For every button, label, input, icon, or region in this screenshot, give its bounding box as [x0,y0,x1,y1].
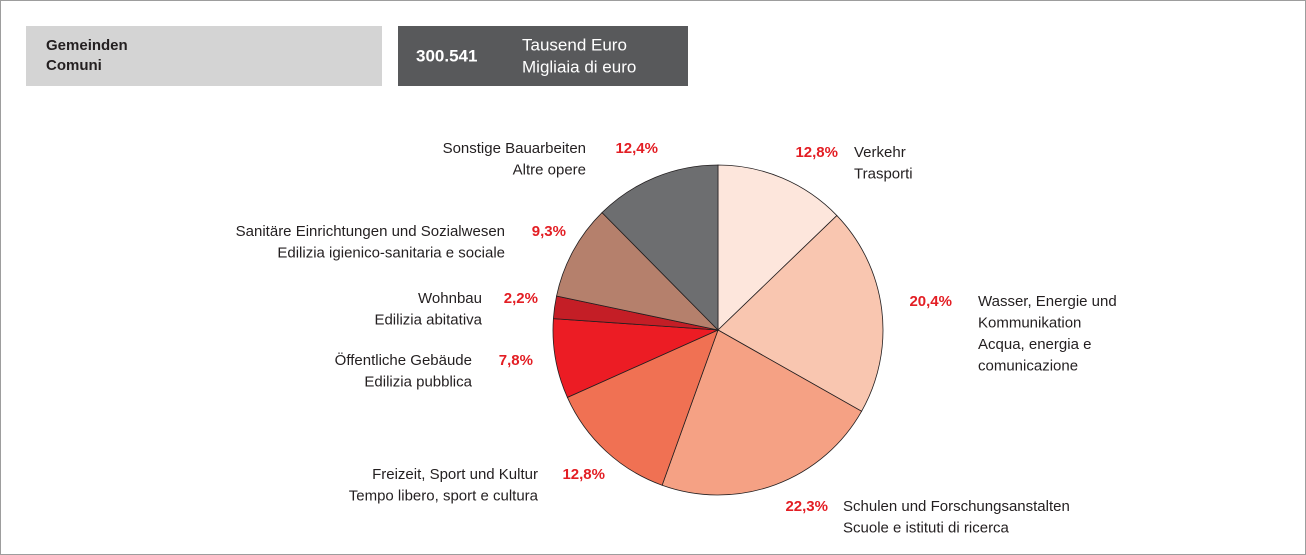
slice-label: Tempo libero, sport e cultura [349,487,539,504]
slice-label: Edilizia igienico-sanitaria e sociale [277,244,505,261]
slice-label: Sonstige Bauarbeiten [443,140,586,157]
pie-slice [556,212,720,331]
slice-percent: 22,3% [785,498,828,515]
pie-slice [661,329,863,496]
slice-percent: 7,8% [499,352,533,369]
slice-label: Wohnbau [418,290,482,307]
slice-label: Sanitäre Einrichtungen und Sozialwesen [236,223,505,240]
slice-percent: 2,2% [504,290,538,307]
total-box [398,26,688,86]
slice-label: Wasser, Energie und [978,293,1117,310]
header-box [26,26,382,86]
slice-percent: 9,3% [532,223,566,240]
slice-label: Trasporti [854,165,913,182]
header-title: Gemeinden [46,37,128,54]
slice-label: Kommunikation [978,314,1081,331]
slice-label: Scuole e istituti di ricerca [843,519,1010,536]
slice-percent: 12,8% [795,144,838,161]
slice-label: comunicazione [978,357,1078,374]
slice-percent: 12,8% [562,466,605,483]
total: 300.541 [416,46,477,65]
slice-label: Schulen und Forschungsanstalten [843,498,1070,515]
unit: Tausend Euro [522,35,627,54]
pie-slice [601,164,719,331]
slice-label: Edilizia abitativa [374,311,482,328]
header-title: Comuni [46,57,102,74]
slice-label: Freizeit, Sport und Kultur [372,466,538,483]
slice-label: Öffentliche Gebäude [335,351,472,369]
pie-slice [717,214,884,412]
slice-label: Verkehr [854,144,906,161]
slice-label: Acqua, energia e [978,336,1091,353]
slice-percent: 20,4% [909,293,952,310]
slice-percent: 12,4% [615,140,658,157]
unit: Migliaia di euro [522,57,636,76]
slice-label: Edilizia pubblica [364,373,472,390]
pie-slice [717,164,838,331]
slice-label: Altre opere [513,161,586,178]
pie-slice [566,329,719,486]
